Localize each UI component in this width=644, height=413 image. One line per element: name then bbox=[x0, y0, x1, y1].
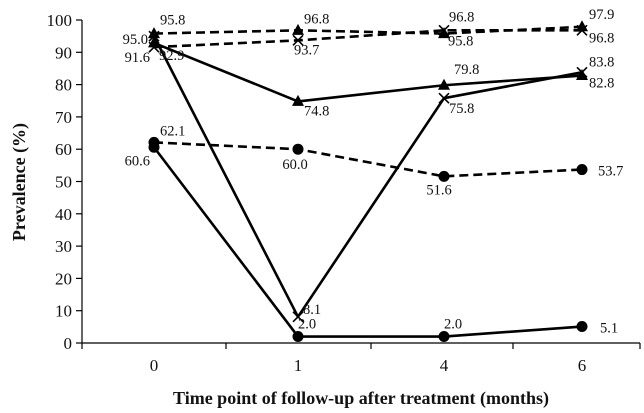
point-triangle bbox=[148, 36, 160, 48]
axes bbox=[81, 20, 640, 344]
data-label: 74.8 bbox=[304, 103, 329, 119]
data-label: 83.8 bbox=[589, 54, 614, 70]
data-label: 53.7 bbox=[598, 164, 623, 180]
point-cross bbox=[576, 24, 588, 36]
series-line-2 bbox=[153, 29, 582, 49]
point-cross bbox=[292, 34, 304, 46]
y-tick-label: 20 bbox=[55, 269, 72, 288]
point-circle bbox=[292, 143, 304, 155]
y-ticks: 0 10 20 30 40 50 60 70 80 90 100 bbox=[47, 11, 82, 353]
point-circle bbox=[438, 170, 450, 182]
y-tick-label: 10 bbox=[55, 302, 72, 321]
point-cross bbox=[576, 66, 588, 78]
x-axis-title: Time point of follow-up after treatment … bbox=[173, 388, 549, 409]
data-label: 2.0 bbox=[298, 317, 316, 333]
data-label: 96.8 bbox=[449, 9, 474, 25]
y-tick-label: 60 bbox=[55, 140, 72, 159]
point-circle bbox=[292, 331, 304, 343]
point-triangle bbox=[292, 23, 304, 35]
data-label: 2.0 bbox=[444, 317, 462, 333]
point-triangle bbox=[576, 69, 588, 81]
series-line-6 bbox=[152, 146, 583, 338]
data-labels: 95.8 96.8 95.8 97.9 91.6 93.7 96.8 96.8 92.9 74.8… bbox=[123, 7, 624, 337]
data-label: 79.8 bbox=[454, 62, 479, 78]
y-tick-label: 0 bbox=[64, 334, 73, 353]
data-label: 96.8 bbox=[304, 11, 329, 27]
series-line-4 bbox=[152, 35, 583, 319]
point-triangle bbox=[576, 20, 588, 32]
point-triangle bbox=[438, 78, 450, 90]
x-tick-label: 4 bbox=[440, 356, 449, 375]
data-label: 82.8 bbox=[589, 76, 614, 92]
data-label: 91.6 bbox=[125, 50, 150, 66]
y-tick-label: 50 bbox=[55, 173, 72, 192]
data-label: 51.6 bbox=[426, 182, 451, 198]
point-circle bbox=[576, 321, 588, 333]
data-label: 92.9 bbox=[159, 48, 184, 64]
data-label: 8.1 bbox=[303, 302, 321, 318]
data-label: 95.8 bbox=[160, 13, 185, 29]
data-label: 60.0 bbox=[282, 157, 307, 173]
series-markers bbox=[148, 20, 588, 343]
series-line-5 bbox=[153, 141, 583, 178]
series-line-3 bbox=[153, 41, 583, 103]
point-triangle bbox=[148, 27, 160, 39]
x-tick-label: 6 bbox=[578, 356, 587, 375]
data-label: 93.7 bbox=[294, 42, 319, 58]
point-circle bbox=[438, 331, 450, 343]
y-tick-label: 100 bbox=[47, 11, 73, 30]
series-line-1 bbox=[153, 25, 583, 35]
point-cross bbox=[438, 92, 450, 104]
data-label: 62.1 bbox=[160, 123, 185, 139]
y-tick-label: 40 bbox=[55, 205, 72, 224]
y-tick-label: 70 bbox=[55, 108, 72, 127]
data-label: 96.8 bbox=[589, 30, 614, 46]
y-axis-title: Prevalence (%) bbox=[9, 123, 30, 241]
point-triangle bbox=[438, 27, 450, 39]
y-tick-label: 80 bbox=[55, 76, 72, 95]
data-label: 97.9 bbox=[589, 7, 614, 23]
data-label: 95.0 bbox=[123, 32, 148, 48]
data-label: 95.8 bbox=[448, 34, 473, 50]
data-label: 75.8 bbox=[449, 101, 474, 117]
point-circle bbox=[148, 141, 160, 153]
y-tick-label: 90 bbox=[55, 43, 72, 62]
point-cross bbox=[148, 30, 160, 42]
point-cross bbox=[292, 311, 304, 323]
x-tick-label: 1 bbox=[294, 356, 303, 375]
point-cross bbox=[438, 24, 450, 36]
series-lines bbox=[152, 25, 583, 338]
x-ticks: 0 1 4 6 bbox=[81, 343, 641, 375]
x-tick-label: 0 bbox=[150, 356, 159, 375]
y-tick-label: 30 bbox=[55, 237, 72, 256]
point-triangle bbox=[292, 94, 304, 106]
data-label: 5.1 bbox=[600, 321, 618, 337]
point-circle bbox=[576, 164, 588, 176]
data-label: 60.6 bbox=[125, 153, 150, 169]
